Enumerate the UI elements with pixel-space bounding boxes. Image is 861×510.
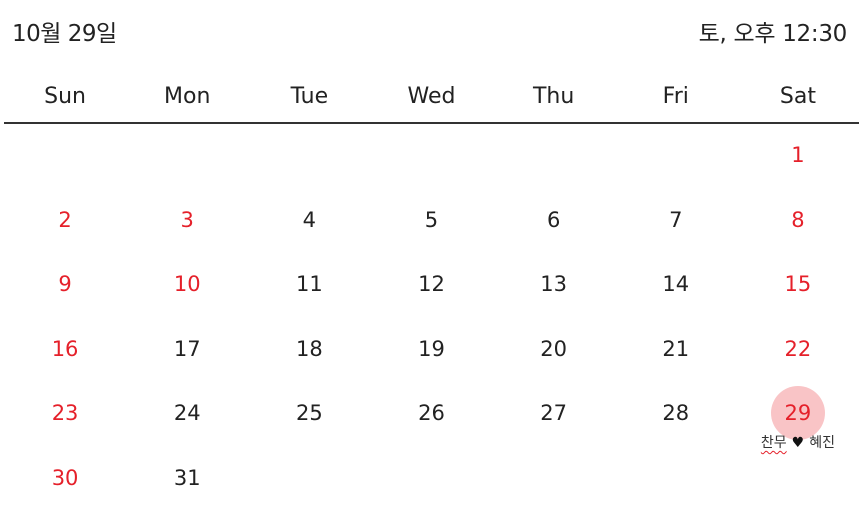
header-divider (4, 122, 859, 124)
heart-icon: ♥ (791, 435, 805, 451)
day-cell[interactable]: 7 (615, 188, 737, 253)
today-day-number[interactable]: 29 (770, 386, 825, 441)
current-date: 10월 29일 (12, 21, 117, 47)
day-cell[interactable]: 10 (126, 252, 248, 317)
day-number[interactable]: 3 (180, 207, 194, 232)
day-cell[interactable]: 19 (370, 317, 492, 382)
day-cell[interactable]: 21 (615, 317, 737, 382)
weekday-sat: Sat (779, 84, 816, 109)
day-cell[interactable]: 27 (493, 381, 615, 446)
day-cell[interactable]: 14 (615, 252, 737, 317)
day-cell[interactable]: 6 (493, 188, 615, 253)
event-name-first: 찬무 (760, 435, 787, 451)
day-cell[interactable]: 8 (737, 188, 859, 253)
day-cell[interactable]: 22 (737, 317, 859, 382)
day-cell[interactable]: 11 (248, 252, 370, 317)
empty-cell (248, 123, 370, 188)
day-number[interactable]: 1 (791, 143, 805, 168)
day-event[interactable]: 찬무 ♥ 혜진 (737, 432, 859, 452)
day-number[interactable]: 22 (784, 336, 812, 361)
day-number[interactable]: 12 (418, 272, 445, 297)
day-cell[interactable]: 15 (737, 252, 859, 317)
day-cell[interactable]: 4 (248, 188, 370, 253)
day-number[interactable]: 30 (51, 465, 79, 490)
day-number[interactable]: 11 (295, 272, 323, 297)
empty-cell (615, 123, 737, 188)
day-cell[interactable]: 20 (493, 317, 615, 382)
day-cell[interactable]: 25 (248, 381, 370, 446)
day-cell[interactable]: 26 (370, 381, 492, 446)
weekday-sun: Sun (44, 84, 86, 109)
day-number[interactable]: 7 (669, 207, 683, 232)
empty-cell (4, 123, 126, 188)
empty-cell (126, 123, 248, 188)
day-number[interactable]: 13 (540, 272, 567, 297)
empty-cell (493, 123, 615, 188)
day-number[interactable]: 8 (791, 207, 805, 232)
day-number[interactable]: 19 (418, 336, 445, 361)
day-number[interactable]: 5 (424, 207, 439, 232)
weekday-mon: Mon (164, 84, 211, 109)
day-number[interactable]: 9 (58, 272, 72, 297)
day-cell[interactable]: 23 (4, 381, 126, 446)
month-grid: 1 2 3 4 5 6 7 8 9 10 11 12 13 14 15 16 17 18 19 20 21 22 23 24 2… (4, 123, 859, 510)
day-cell[interactable]: 30 (4, 446, 126, 510)
day-cell[interactable]: 18 (248, 317, 370, 382)
day-cell[interactable]: 24 (126, 381, 248, 446)
day-cell[interactable]: 2 (4, 188, 126, 253)
day-number[interactable]: 26 (418, 401, 445, 426)
day-number[interactable]: 10 (173, 272, 201, 297)
event-name-second: 혜진 (809, 435, 835, 451)
day-number[interactable]: 28 (662, 401, 690, 426)
empty-cell (370, 123, 492, 188)
weekday-header: Sun Mon Tue Wed Thu Fri Sat (4, 80, 859, 116)
weekday-wed: Wed (407, 84, 456, 109)
day-number[interactable]: 25 (295, 401, 323, 426)
day-number[interactable]: 31 (173, 465, 201, 490)
day-cell[interactable]: 3 (126, 188, 248, 253)
day-cell[interactable]: 5 (370, 188, 492, 253)
current-time: 토, 오후 12:30 (698, 21, 848, 47)
day-cell[interactable]: 13 (493, 252, 615, 317)
day-number[interactable]: 14 (662, 272, 690, 297)
day-cell[interactable]: 12 (370, 252, 492, 317)
day-number[interactable]: 2 (58, 207, 72, 232)
day-number[interactable]: 21 (662, 336, 690, 361)
day-number[interactable]: 4 (302, 207, 317, 232)
day-cell[interactable]: 28 (615, 381, 737, 446)
day-cell[interactable]: 29 찬무 ♥ 혜진 (737, 381, 859, 451)
day-cell[interactable]: 9 (4, 252, 126, 317)
day-number[interactable]: 18 (295, 336, 323, 361)
weekday-tue: Tue (290, 84, 329, 109)
day-number[interactable]: 23 (51, 401, 79, 426)
day-number[interactable]: 17 (173, 336, 201, 361)
weekday-thu: Thu (532, 84, 575, 109)
weekday-fri: Fri (662, 84, 689, 109)
day-number[interactable]: 24 (173, 401, 201, 426)
day-number[interactable]: 15 (784, 272, 812, 297)
day-number[interactable]: 20 (540, 336, 567, 361)
day-cell[interactable]: 31 (126, 446, 248, 510)
day-number[interactable]: 6 (546, 207, 561, 232)
day-number[interactable]: 16 (51, 336, 79, 361)
day-number[interactable]: 27 (540, 401, 567, 426)
day-cell[interactable]: 17 (126, 317, 248, 382)
day-cell[interactable]: 16 (4, 317, 126, 382)
day-cell[interactable]: 1 (737, 123, 859, 188)
